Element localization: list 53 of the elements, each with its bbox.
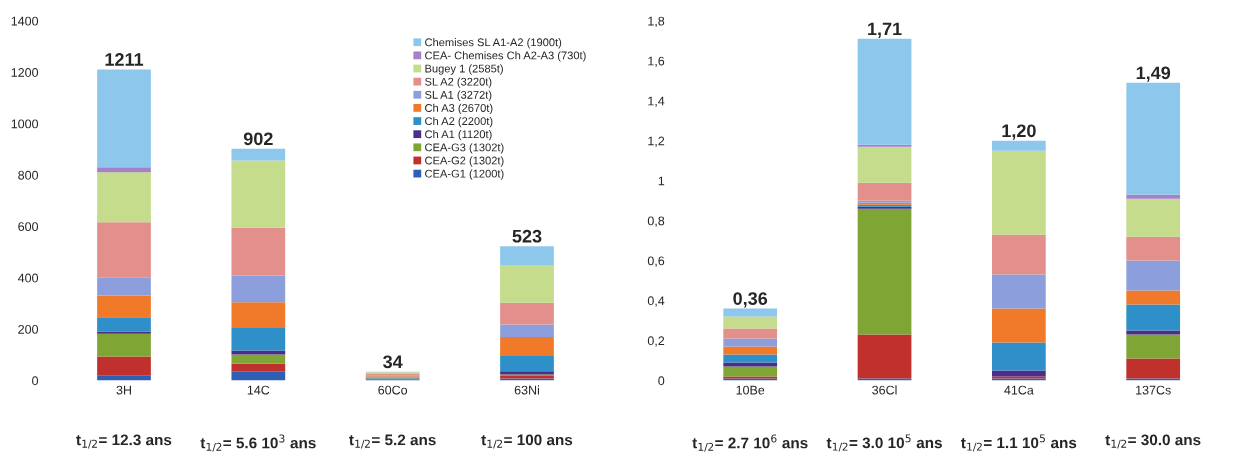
text: t$_{1/2}$= 2.7 10$^{6}$ ans xyxy=(692,434,808,452)
y-tick-label: 0,2 xyxy=(647,336,665,347)
x-tick-label: 10Be xyxy=(736,385,765,395)
x-tick-label: 137Cs xyxy=(1136,385,1171,395)
text: t$_{1/2}$= 3.0 10$^{5}$ ans xyxy=(826,434,942,452)
y-tick-label: 200 xyxy=(18,324,39,334)
total-label: 0,36 xyxy=(733,292,768,308)
legend-label: CEA- Chemises Ch A2-A3 (730t) xyxy=(425,51,586,62)
legend-label: CEA-G3 (1302t) xyxy=(425,143,504,154)
legend-label: CEA-G1 (1200t) xyxy=(425,169,504,180)
y-tick-label: 0,8 xyxy=(647,216,665,227)
y-tick-label: 800 xyxy=(18,170,39,180)
y-tick-label: 0 xyxy=(32,376,39,386)
x-tick-label: 14C xyxy=(247,385,270,395)
y-tick-label: 0,4 xyxy=(647,296,665,307)
legend-label: SL A1 (3272t) xyxy=(425,90,492,101)
legend-label: Ch A3 (2670t) xyxy=(425,103,493,115)
y-tick-label: 1 xyxy=(658,176,665,186)
y-tick-label: 1,6 xyxy=(648,56,665,67)
text: t$_{1/2}$= 5.2 ans xyxy=(349,434,436,449)
y-tick-label: 1000 xyxy=(11,119,39,129)
x-tick-label: 3H xyxy=(116,385,131,395)
y-tick-label: 0,6 xyxy=(647,256,665,267)
total-label: 1,71 xyxy=(868,22,902,38)
total-label: 902 xyxy=(243,132,273,146)
legend-label: Bugey 1 (2585t) xyxy=(425,64,503,75)
legend-label: Ch A2 (2200t) xyxy=(425,116,493,128)
y-tick-label: 1400 xyxy=(11,16,39,26)
x-tick-label: 41Ca xyxy=(1004,385,1034,395)
y-tick-label: 1,4 xyxy=(648,96,665,107)
y-tick-label: 400 xyxy=(17,273,39,283)
y-tick-label: 600 xyxy=(18,222,39,232)
total-label: 34 xyxy=(383,355,403,369)
legend-label: Ch A1 (1120t) xyxy=(425,130,492,141)
legend-label: SL A2 (3220t) xyxy=(425,77,492,88)
y-tick-label: 1200 xyxy=(11,68,39,77)
total-label: 1,49 xyxy=(1136,66,1171,82)
text: t$_{1/2}$= 12.3 ans xyxy=(76,434,172,449)
x-tick-label: 36Cl xyxy=(872,385,897,395)
total-label: 523 xyxy=(512,229,542,243)
legend-label: Chemises SL A1-A2 (1900t) xyxy=(425,38,562,49)
y-tick-label: 1,8 xyxy=(648,16,665,28)
text: t$_{1/2}$= 1.1 10$^{5}$ ans xyxy=(961,434,1077,452)
x-tick-label: 60Co xyxy=(378,385,408,395)
text: t$_{1/2}$= 30.0 ans xyxy=(1105,434,1201,449)
total-label: 1,20 xyxy=(1002,124,1036,140)
x-tick-label: 63Ni xyxy=(514,385,540,395)
y-tick-label: 1,2 xyxy=(648,136,665,147)
text: t$_{1/2}$= 5.6 10$^{3}$ ans xyxy=(200,434,316,452)
total-label: 1211 xyxy=(105,53,144,66)
text: t$_{1/2}$= 100 ans xyxy=(481,434,573,449)
y-tick-label: 0 xyxy=(658,376,665,386)
legend-label: CEA-G2 (1302t) xyxy=(425,156,504,167)
